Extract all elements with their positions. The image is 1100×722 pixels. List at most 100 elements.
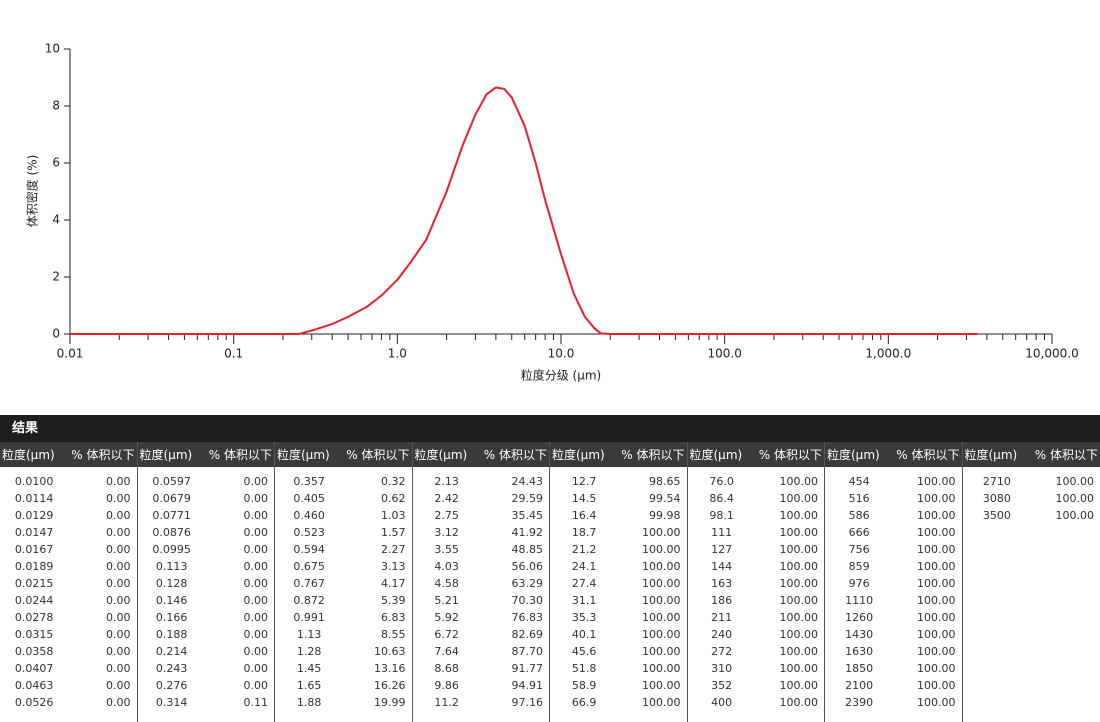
y-tick-label: 6 (52, 156, 60, 170)
table-row: 0.0876 0.00 (138, 524, 275, 541)
table-cell: 0.214 (155, 645, 188, 658)
table-row: 8.68 91.77 (413, 660, 550, 677)
table-cell: 100.00 (642, 526, 681, 539)
header-cell: 粒度(μm) (2, 448, 55, 462)
table-cell: 2.13 (434, 475, 459, 488)
table-rows: 12.7 98.65 14.5 99.54 16.4 99.98 18.7 100.00 21.… (550, 467, 687, 711)
table-cell: 0.0100 (14, 475, 54, 488)
table-row: 127 100.00 (688, 541, 825, 558)
table-cell: 0.00 (106, 628, 131, 641)
table-row: 0.214 0.00 (138, 643, 275, 660)
table-row: 35.3 100.00 (550, 609, 687, 626)
table-row: 3500 100.00 (963, 507, 1100, 524)
table-cell: 8.55 (381, 628, 406, 641)
density-line (70, 86, 978, 335)
table-cell: 1.28 (296, 645, 322, 658)
table-cell: 0.00 (243, 492, 269, 505)
table-cell: 100.00 (642, 594, 681, 607)
table-cell: 0.00 (243, 611, 269, 624)
header-cell: 粒度(μm) (964, 448, 1018, 462)
table-cell: 111 (711, 526, 733, 539)
table-cell: 211 (711, 611, 733, 624)
table-cell: 1260 (845, 611, 874, 624)
table-row: 586 100.00 (825, 507, 962, 524)
table-row: 352 100.00 (688, 677, 825, 694)
table-header: 粒度(μm) % 体积以下 (0, 442, 137, 467)
table-cell: 756 (848, 543, 870, 556)
table-row: 0.0995 0.00 (138, 541, 275, 558)
table-row: 16.4 99.98 (550, 507, 687, 524)
table-cell: 0.00 (243, 628, 269, 641)
table-cell: 0.0189 (14, 560, 54, 573)
table-row: 21.2 100.00 (550, 541, 687, 558)
table-cell: 1110 (845, 594, 874, 607)
y-axis-label: 体积密度 (%) (25, 155, 40, 228)
table-row: 272 100.00 (688, 643, 825, 660)
table-row: 0.0147 0.00 (0, 524, 137, 541)
table-cell: 6.72 (434, 628, 459, 641)
table-cell: 0.00 (243, 543, 269, 556)
x-tick-label: 100.0 (707, 347, 741, 361)
table-cell: 1.88 (296, 696, 322, 709)
table-cell: 0.00 (106, 611, 131, 624)
table-cell: 100.00 (779, 577, 819, 590)
table-cell: 586 (848, 509, 870, 522)
table-row: 1430 100.00 (825, 626, 962, 643)
table-cell: 0.00 (106, 577, 131, 590)
table-rows: 454 100.00 516 100.00 586 100.00 666 100.00 756 1… (825, 467, 962, 711)
table-row: 0.146 0.00 (138, 592, 275, 609)
table-cell: 310 (711, 662, 733, 675)
table-cell: 0.243 (155, 662, 188, 675)
table-cell: 0.991 (293, 611, 325, 624)
table-cell: 100.00 (779, 679, 819, 692)
table-row: 0.0526 0.00 (0, 694, 137, 711)
table-cell: 272 (711, 645, 733, 658)
header-cell: % 体积以下 (1034, 448, 1098, 462)
table-row: 400 100.00 (688, 694, 825, 711)
table-cell: 99.98 (649, 509, 681, 522)
table-cell: 0.188 (155, 628, 188, 641)
table-rows: 2710 100.00 3080 100.00 3500 100.00 (963, 467, 1100, 524)
table-cell: 11.2 (434, 696, 459, 709)
table-title: 结果 (0, 415, 1100, 442)
table-cell: 63.29 (511, 577, 544, 590)
x-tick-label: 0.01 (57, 347, 84, 361)
table-row: 0.594 2.27 (275, 541, 412, 558)
table-cell: 0.62 (381, 492, 406, 505)
table-row: 0.0114 0.00 (0, 490, 137, 507)
table-cell: 0.00 (106, 662, 131, 675)
table-row: 111 100.00 (688, 524, 825, 541)
table-cell: 2.42 (434, 492, 459, 505)
x-tick-label: 10,000.0 (1025, 347, 1078, 361)
table-row: 144 100.00 (688, 558, 825, 575)
table-row: 0.0100 0.00 (0, 473, 137, 490)
table-cell: 0.0995 (152, 543, 191, 556)
table-cell: 2.27 (381, 543, 406, 556)
table-cell: 400 (711, 696, 733, 709)
table-cell: 0.594 (293, 543, 325, 556)
table-cell: 0.0129 (14, 509, 54, 522)
chart: 粒度分级 (μm) 体积密度 (%) 0 2 4 6 8 10 0.01 0.1 1.0 10.0… (25, 42, 1079, 383)
table-row: 756 100.00 (825, 541, 962, 558)
table-cell: 5.92 (434, 611, 459, 624)
table-cell: 0.00 (106, 560, 131, 573)
table-rows: 0.357 0.32 0.405 0.62 0.460 1.03 0.523 1.57 0.59… (275, 467, 412, 711)
table-cell: 19.99 (374, 696, 406, 709)
table-cell: 0.00 (106, 526, 131, 539)
table-row: 4.03 56.06 (413, 558, 550, 575)
table-cell: 86.4 (709, 492, 734, 505)
table-cell: 3.12 (434, 526, 459, 539)
table-row: 2710 100.00 (963, 473, 1100, 490)
table-cell: 58.9 (571, 679, 597, 692)
table-row: 51.8 100.00 (550, 660, 687, 677)
table-cell: 859 (848, 560, 870, 573)
table-row: 0.128 0.00 (138, 575, 275, 592)
table-cell: 0.0278 (14, 611, 54, 624)
table-cell: 0.00 (243, 475, 269, 488)
table-cell: 100.00 (779, 662, 819, 675)
table-cell: 0.00 (243, 679, 269, 692)
table-cell: 45.6 (571, 645, 597, 658)
table-row: 3080 100.00 (963, 490, 1100, 507)
table-cell: 0.872 (293, 594, 325, 607)
table-row: 0.0129 0.00 (0, 507, 137, 524)
